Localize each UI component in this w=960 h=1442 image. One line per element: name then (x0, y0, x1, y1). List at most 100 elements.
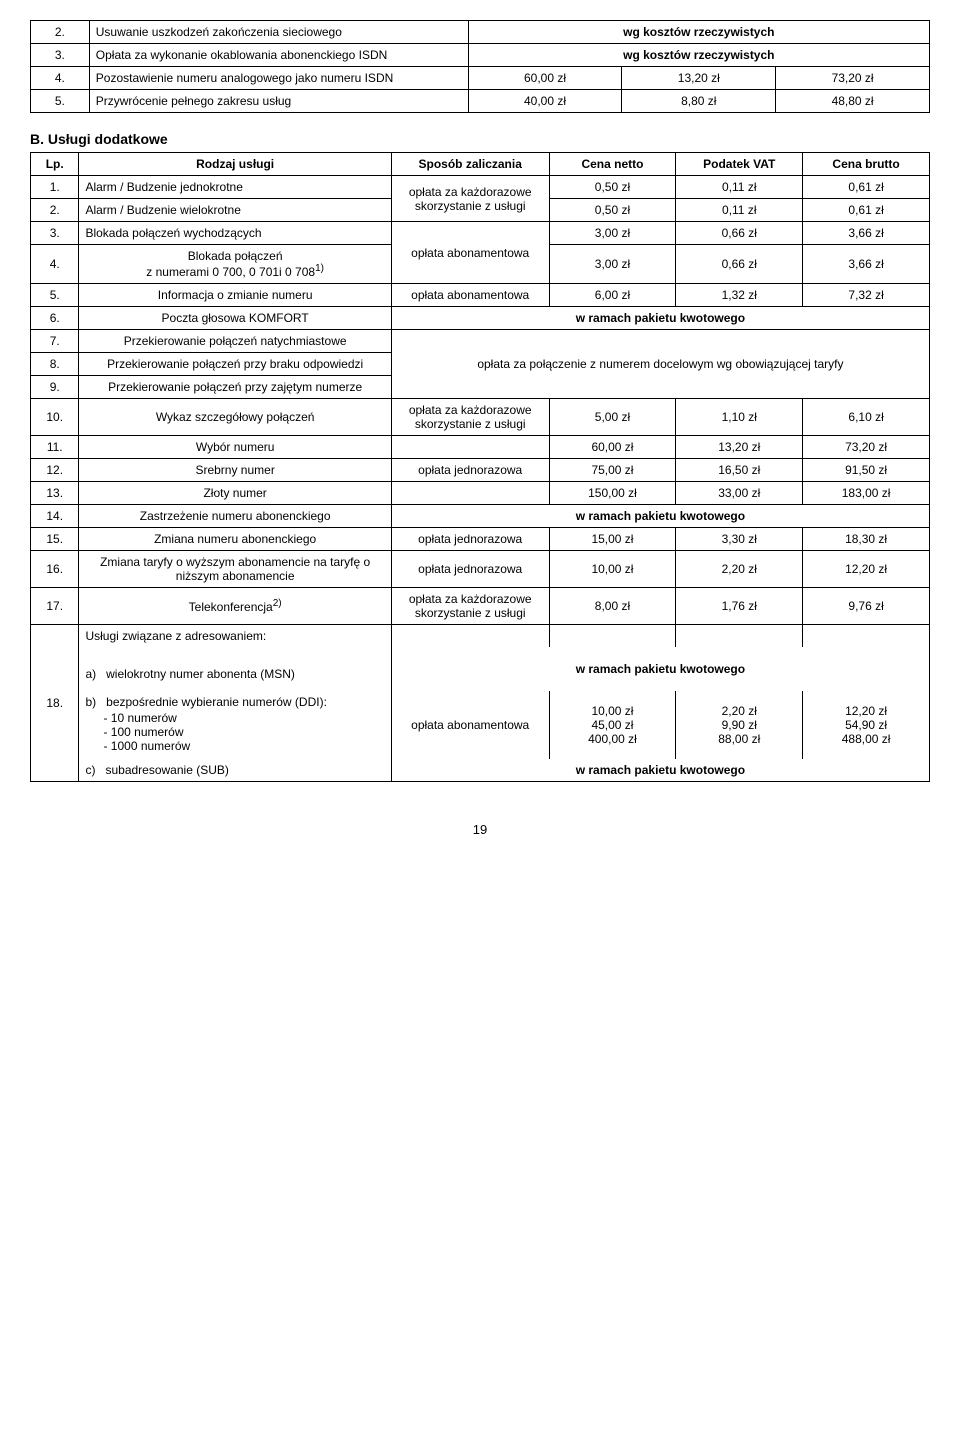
list-item: 1000 numerów (103, 739, 384, 753)
row18b-v3: 12,20 zł 54,90 zł 488,00 zł (803, 691, 930, 759)
row-num: 10. (31, 399, 79, 436)
row-num: 13. (31, 482, 79, 505)
cell-v1: 60,00 zł (549, 436, 676, 459)
v: 488,00 zł (842, 732, 891, 746)
cell-v3: 0,61 zł (803, 176, 930, 199)
label-a: a) (85, 667, 96, 681)
row-num: 4. (31, 67, 90, 90)
table-row: 5. Przywrócenie pełnego zakresu usług 40… (31, 90, 930, 113)
row-name: Alarm / Budzenie wielokrotne (79, 199, 391, 222)
table-row: 3. Opłata za wykonanie okablowania abone… (31, 44, 930, 67)
merged-cell: w ramach pakietu kwotowego (391, 505, 929, 528)
row-name: Przywrócenie pełnego zakresu usług (89, 90, 468, 113)
empty-cell (676, 625, 803, 648)
calc-cell: opłata za każdorazowe skorzystanie z usł… (391, 588, 549, 625)
row-name: Przekierowanie połączeń przy braku odpow… (79, 353, 391, 376)
cell-v2: 1,32 zł (676, 284, 803, 307)
table-row: 3. Blokada połączeń wychodzących opłata … (31, 222, 930, 245)
cell-v1: 8,00 zł (549, 588, 676, 625)
row-num: 18. (31, 625, 79, 782)
row18b-calc: opłata abonamentowa (391, 691, 549, 759)
calc-cell: opłata abonamentowa (391, 284, 549, 307)
cell-v1: 0,50 zł (549, 176, 676, 199)
table-row: 15. Zmiana numeru abonenckiego opłata je… (31, 528, 930, 551)
cell-v1: 10,00 zł (549, 551, 676, 588)
calc-cell: opłata abonamentowa (391, 222, 549, 284)
row18a-name: a) wielokrotny numer abonenta (MSN) (79, 647, 391, 691)
merged-cell: w ramach pakietu kwotowego (391, 307, 929, 330)
table-row: 5. Informacja o zmianie numeru opłata ab… (31, 284, 930, 307)
sup: 1) (315, 263, 324, 274)
v: 2,20 zł (722, 704, 757, 718)
section-b-title: B. Usługi dodatkowe (30, 131, 930, 147)
cell-v1: 3,00 zł (549, 245, 676, 284)
v: 54,90 zł (845, 718, 887, 732)
row-name-l2: z numerami 0 700, 0 701i 0 708 (146, 265, 315, 279)
v: 88,00 zł (718, 732, 760, 746)
cell-v2: 8,80 zł (622, 90, 776, 113)
table-row: 6. Poczta głosowa KOMFORT w ramach pakie… (31, 307, 930, 330)
row-num: 2. (31, 199, 79, 222)
cell-v3: 6,10 zł (803, 399, 930, 436)
cell-v3: 73,20 zł (803, 436, 930, 459)
cell-v3: 73,20 zł (776, 67, 930, 90)
row18-header: Usługi związane z adresowaniem: (79, 625, 391, 648)
table-row: b) bezpośrednie wybieranie numerów (DDI)… (31, 691, 930, 759)
table-row: c) subadresowanie (SUB) w ramach pakietu… (31, 759, 930, 782)
cell-v3: 12,20 zł (803, 551, 930, 588)
cell-v1: 75,00 zł (549, 459, 676, 482)
cell-v2: 33,00 zł (676, 482, 803, 505)
table-row: 13. Złoty numer 150,00 zł 33,00 zł 183,0… (31, 482, 930, 505)
hdr-name: Rodzaj usługi (79, 153, 391, 176)
row-num: 5. (31, 90, 90, 113)
row-name: Poczta głosowa KOMFORT (79, 307, 391, 330)
calc-cell: opłata za każdorazowe skorzystanie z usł… (391, 399, 549, 436)
row-num: 9. (31, 376, 79, 399)
table-row: 17. Telekonferencja2) opłata za każdoraz… (31, 588, 930, 625)
row-name: Pozostawienie numeru analogowego jako nu… (89, 67, 468, 90)
row-name: Wybór numeru (79, 436, 391, 459)
table-row: a) wielokrotny numer abonenta (MSN) w ra… (31, 647, 930, 691)
table-row: 18. Usługi związane z adresowaniem: (31, 625, 930, 648)
cell-v1: 150,00 zł (549, 482, 676, 505)
v: 12,20 zł (845, 704, 887, 718)
row-num: 8. (31, 353, 79, 376)
cell-v3: 91,50 zł (803, 459, 930, 482)
cell-v2: 0,66 zł (676, 245, 803, 284)
row-num: 3. (31, 222, 79, 245)
calc-cell: opłata jednorazowa (391, 551, 549, 588)
v: 10,00 zł (591, 704, 633, 718)
row-name: Przekierowanie połączeń przy zajętym num… (79, 376, 391, 399)
table-row: 10. Wykaz szczegółowy połączeń opłata za… (31, 399, 930, 436)
cell-v3: 0,61 zł (803, 199, 930, 222)
row-name: Opłata za wykonanie okablowania abonenck… (89, 44, 468, 67)
row-num: 11. (31, 436, 79, 459)
row18b-v2: 2,20 zł 9,90 zł 88,00 zł (676, 691, 803, 759)
row-name: Usuwanie uszkodzeń zakończenia siecioweg… (89, 21, 468, 44)
text-c: subadresowanie (SUB) (105, 763, 228, 777)
table-row: 2. Usuwanie uszkodzeń zakończenia siecio… (31, 21, 930, 44)
row-num: 7. (31, 330, 79, 353)
text-b: bezpośrednie wybieranie numerów (DDI): (106, 695, 327, 709)
label-c: c) (85, 763, 95, 777)
cell-v3: 3,66 zł (803, 245, 930, 284)
page-number: 19 (30, 822, 930, 837)
text-a: wielokrotny numer abonenta (MSN) (106, 667, 295, 681)
empty-cell (549, 625, 676, 648)
v: 400,00 zł (588, 732, 637, 746)
list-item: 100 numerów (103, 725, 384, 739)
row-num: 12. (31, 459, 79, 482)
row-name: Przekierowanie połączeń natychmiastowe (79, 330, 391, 353)
row-num: 6. (31, 307, 79, 330)
list-item: 10 numerów (103, 711, 384, 725)
v: 45,00 zł (591, 718, 633, 732)
cell-v2: 0,11 zł (676, 176, 803, 199)
cell-v2: 1,76 zł (676, 588, 803, 625)
b-items: 10 numerów 100 numerów 1000 numerów (85, 711, 384, 753)
hdr-lp: Lp. (31, 153, 79, 176)
cell-v1: 60,00 zł (468, 67, 622, 90)
row-num: 5. (31, 284, 79, 307)
row-value: wg kosztów rzeczywistych (468, 21, 929, 44)
cell-v2: 13,20 zł (676, 436, 803, 459)
table-row: 4. Pozostawienie numeru analogowego jako… (31, 67, 930, 90)
